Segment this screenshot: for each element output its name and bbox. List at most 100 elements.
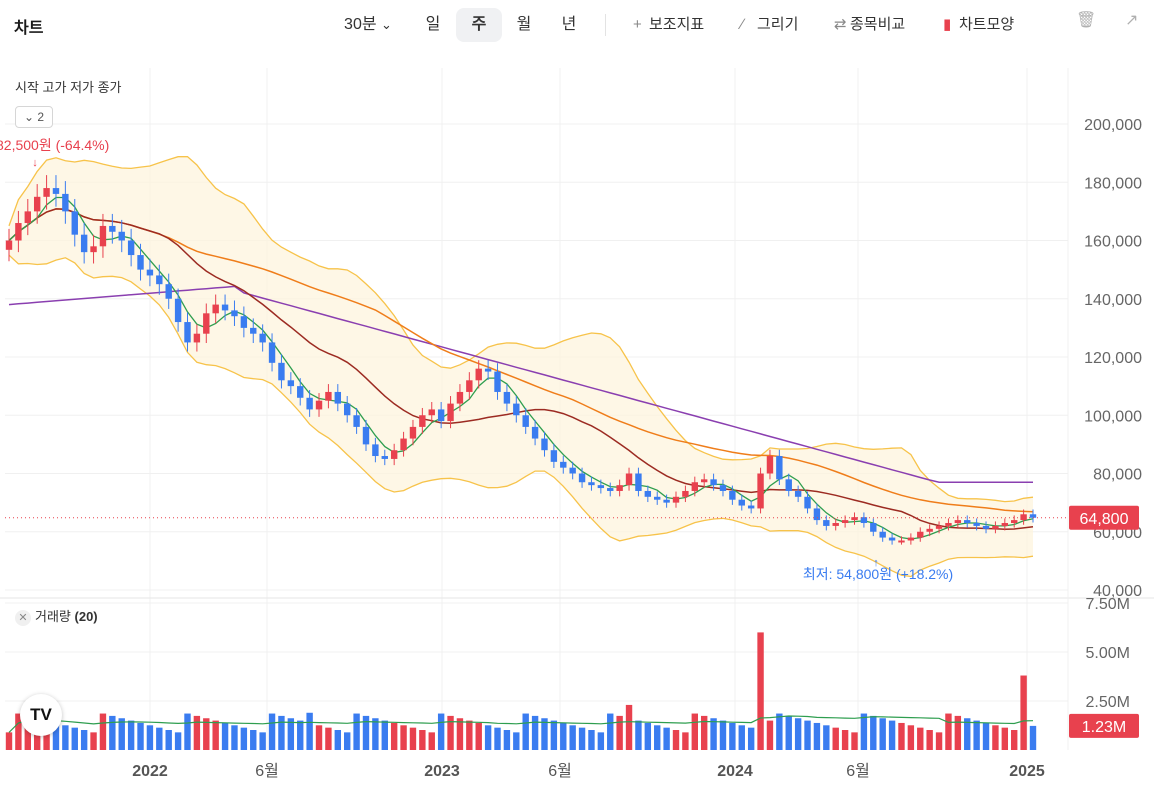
tab-day[interactable]: 일 xyxy=(425,16,441,33)
volume-bar xyxy=(560,722,567,750)
candle-body xyxy=(747,505,755,509)
current-volume-label: 1.23M xyxy=(1082,719,1126,736)
candle-body xyxy=(879,531,886,538)
volume-bar xyxy=(193,715,201,750)
volume-bar xyxy=(428,732,435,750)
volume-bar xyxy=(1011,730,1018,750)
candle-body xyxy=(766,456,774,474)
x-tick-label: 6월 xyxy=(846,762,870,780)
candle-body xyxy=(306,397,313,410)
volume-tick-label: 7.50M xyxy=(1086,596,1130,613)
candle-body xyxy=(99,225,107,247)
candle-body xyxy=(1020,514,1027,521)
current-volume-tag xyxy=(1069,713,1139,738)
interval-label: 30분 xyxy=(344,16,377,33)
volume-bar xyxy=(456,718,464,750)
volume-bar xyxy=(5,732,13,750)
volume-bar xyxy=(419,730,426,750)
candle-body xyxy=(569,467,576,474)
candle-body xyxy=(700,479,708,483)
chart-toolbar: 차트 30분 ⌄ 일 주 월 년 + 보조지표 ∕ 그리기 ⇄ 종목비교 ▮ 차트모양 … xyxy=(0,0,1154,48)
candle-body xyxy=(193,333,201,343)
volume-legend: ✕ 거래량 (20) xyxy=(15,606,98,626)
ohlc-legend: 시작 고가 저가 종가 xyxy=(15,80,122,95)
volume-bar xyxy=(400,725,407,750)
close-icon[interactable]: ✕ xyxy=(15,610,31,626)
volume-bar xyxy=(362,715,370,750)
candle-body xyxy=(597,485,605,489)
volume-bar xyxy=(663,727,670,750)
volume-bar xyxy=(635,720,642,750)
volume-bar xyxy=(550,720,558,750)
volume-bar xyxy=(672,730,680,750)
volume-bar xyxy=(268,713,276,750)
ma-toggle-button[interactable]: ⌄ 2 xyxy=(15,106,53,128)
volume-bar xyxy=(1029,725,1037,750)
indicator-button[interactable]: + 보조지표 xyxy=(633,8,704,42)
volume-bar xyxy=(503,730,511,750)
tab-month[interactable]: 월 xyxy=(516,16,532,33)
compare-button[interactable]: ⇄ 종목비교 xyxy=(834,8,905,42)
x-tick-label: 2023 xyxy=(424,763,460,780)
candle-icon: ▮ xyxy=(943,16,952,33)
volume-bar xyxy=(146,725,154,750)
toolbar-divider xyxy=(605,14,606,36)
volume-bar xyxy=(390,722,398,750)
candle-body xyxy=(184,322,191,343)
volume-bar xyxy=(90,732,97,750)
volume-bar xyxy=(823,725,830,750)
ma120-line xyxy=(8,285,1033,483)
candle-body xyxy=(682,490,689,497)
volume-bar xyxy=(794,718,802,750)
volume-bar xyxy=(127,720,135,750)
y-tick-label: 40,000 xyxy=(1093,583,1142,600)
candle-body xyxy=(456,391,464,404)
candle-body xyxy=(935,525,943,529)
chevron-down-icon: ⌄ xyxy=(381,17,392,32)
current-price-tag xyxy=(1069,505,1139,530)
candle-body xyxy=(823,520,830,526)
volume-bar xyxy=(597,732,605,750)
trash-icon[interactable]: 🗑 xyxy=(1076,12,1097,29)
volume-bar xyxy=(776,713,783,750)
volume-bar xyxy=(184,713,191,750)
volume-tick-label: 2.50M xyxy=(1086,694,1130,711)
candle-body xyxy=(654,496,661,500)
volume-bar xyxy=(43,720,50,750)
candle-body xyxy=(851,517,858,521)
chart-style-button[interactable]: ▮ 차트모양 xyxy=(943,8,1014,42)
draw-button[interactable]: ∕ 그리기 xyxy=(741,8,798,42)
volume-bar xyxy=(71,727,78,750)
candle-body xyxy=(43,188,50,197)
y-tick-label: 80,000 xyxy=(1093,467,1142,484)
volume-bar xyxy=(907,725,915,750)
candle-body xyxy=(231,310,238,317)
candle-body xyxy=(297,386,304,398)
candle-body xyxy=(494,371,501,392)
volume-bar xyxy=(466,720,473,750)
plus-icon: + xyxy=(633,16,642,33)
candle-body xyxy=(757,473,764,509)
candle-body xyxy=(607,488,614,491)
volume-bar xyxy=(118,718,125,750)
interval-select[interactable]: 30분 ⌄ xyxy=(336,8,400,42)
candle-body xyxy=(127,240,135,256)
candle-body xyxy=(738,499,745,506)
volume-bar xyxy=(24,715,31,750)
y-tick-label: 120,000 xyxy=(1084,350,1142,367)
candle-body xyxy=(513,403,520,416)
tab-week[interactable]: 주 xyxy=(456,8,502,42)
candle-body xyxy=(719,485,727,491)
candle-body xyxy=(1029,514,1037,518)
volume-bar xyxy=(888,720,896,750)
tradingview-logo[interactable]: TV xyxy=(20,694,62,736)
candle-body xyxy=(250,327,257,334)
expand-icon[interactable]: ↗ xyxy=(1125,12,1139,29)
tab-year[interactable]: 년 xyxy=(561,16,577,33)
volume-bar xyxy=(447,715,454,750)
candle-body xyxy=(785,479,792,491)
candle-body xyxy=(409,426,417,439)
candle-body xyxy=(24,211,31,224)
candle-body xyxy=(325,391,332,401)
